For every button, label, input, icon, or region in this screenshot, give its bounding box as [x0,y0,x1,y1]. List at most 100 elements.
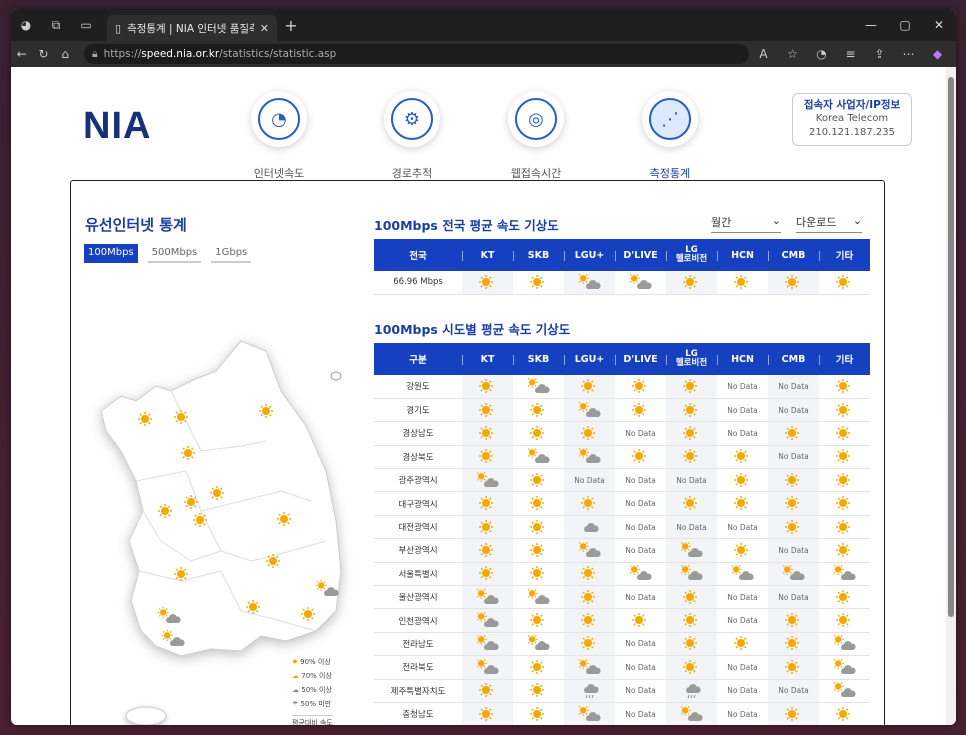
column-header: KT [462,239,513,271]
tab-1gbps[interactable]: 1Gbps [211,244,252,263]
no-data-cell: No Data [768,375,819,399]
korea-map[interactable] [91,331,361,725]
no-data-cell: No Data [717,515,768,540]
sunny-icon [564,491,615,516]
read-aloud-icon[interactable]: A [759,47,768,61]
workspaces-icon[interactable]: ⧉ [51,17,61,32]
cloudy-icon[interactable] [157,606,181,623]
table-row: 경기도 No Data No Data [374,398,870,423]
cloudy-icon [819,632,870,657]
no-data-cell: No Data [717,702,768,725]
sunny-icon[interactable] [246,600,260,614]
nav-statistics[interactable]: ⋰ 측정통계 [615,91,725,181]
user-info-title: 접속자 사업자/IP정보 [803,99,901,111]
cloudy-icon[interactable] [315,579,339,596]
nav-web-time[interactable]: ◎ 웹접속시간 [481,91,591,181]
cloudy-icon[interactable] [161,629,185,646]
address-field[interactable]: 🔒︎ https://speed.nia.or.kr/statistics/st… [84,44,750,64]
no-data-cell: No Data [717,608,768,633]
direction-select[interactable]: 다운로드 ⌄ [796,214,862,233]
left-title: 유선인터넷 통계 [85,216,187,234]
maximize-button[interactable]: ▢ [899,18,911,32]
minimize-button[interactable]: — [865,18,877,32]
cloudy-icon [564,515,615,540]
tab-500mbps[interactable]: 500Mbps [147,244,202,263]
row-label: 경기도 [374,398,462,423]
user-ip: 210.121.187.235 [809,127,895,138]
nav-traceroute[interactable]: ⚙ 경로추적 [357,91,467,181]
row-label: 전라북도 [374,655,462,680]
sunny-icon[interactable] [174,567,188,581]
table-row: 대구광역시 No Data [374,491,870,516]
sunny-icon [462,679,513,703]
table-row: 울산광역시 No Data No Data No Data [374,585,870,610]
sunny-icon [513,608,564,633]
close-tab-icon[interactable]: ✕ [259,21,269,35]
legend-item: ☁ 50% 이상 [292,686,332,694]
sunny-icon[interactable] [259,404,273,418]
nav-label: 인터넷속도 [253,167,305,180]
new-tab-button[interactable]: + [284,15,298,35]
sunny-icon [462,562,513,587]
favorites-bar-icon[interactable]: ≡ [845,47,856,61]
sunny-icon[interactable] [181,446,195,460]
back-icon[interactable]: ← [16,47,27,61]
sunny-icon [564,585,615,610]
sunny-icon[interactable] [301,607,315,621]
column-header: SKB [513,239,564,271]
nav-speed[interactable]: ◔ 인터넷속도 [224,91,334,181]
home-icon[interactable]: ⌂ [61,47,69,61]
legend-item: ✹ 90% 이상 [292,658,331,666]
title-bar: ◕ ⧉ ▭ ▯ 측정통계 | NIA 인터넷 품질측정 ✕ + — ▢ ✕ [11,9,956,41]
sunny-icon[interactable] [158,504,172,518]
sunny-icon [768,468,819,493]
sunny-icon[interactable] [138,412,152,426]
no-data-cell: No Data [768,538,819,563]
share-icon[interactable]: ⇪ [874,47,885,61]
profile-icon[interactable]: ◕ [20,18,32,32]
sunny-icon [462,538,513,563]
sunny-icon[interactable] [210,486,224,500]
url-host: speed.nia.or.kr [141,48,220,60]
tab-100mbps[interactable]: 100Mbps [84,244,138,263]
close-window-button[interactable]: ✕ [933,18,945,32]
column-header: 기타 [819,343,870,375]
cloudy-icon [819,562,870,587]
no-data-cell: No Data [666,515,717,540]
column-header: 구분 [374,343,462,375]
table-row: 경상남도 No Data No Data [374,421,870,446]
sunny-icon[interactable] [174,410,188,424]
column-header: D'LIVE [615,239,666,271]
cloudy-icon [768,562,819,587]
no-data-cell: No Data [717,421,768,446]
cloudy-icon [564,271,615,295]
sunny-icon [615,445,666,470]
copilot-icon[interactable]: ◆ [932,47,943,61]
favorite-icon[interactable]: ☆ [787,47,798,61]
scrollbar-thumb[interactable] [948,77,954,617]
extensions-icon[interactable]: ◔ [816,47,827,61]
browser-tab[interactable]: ▯ 측정통계 | NIA 인터넷 품질측정 ✕ [107,15,277,41]
period-select[interactable]: 월간 ⌄ [711,214,781,233]
sunny-icon [513,679,564,703]
tab-actions-icon[interactable]: ▭ [80,18,92,32]
no-data-cell: No Data [615,655,666,680]
cloudy-icon [564,445,615,470]
column-header: HCN [717,343,768,375]
table-row: 충청남도 No Data No Data [374,702,870,725]
nia-logo[interactable]: NIA [83,105,152,147]
no-data-cell: No Data [717,398,768,423]
cloudy-icon [462,608,513,633]
column-header: 전국 [374,239,462,271]
refresh-icon[interactable]: ↻ [38,47,49,61]
scrollbar[interactable] [946,67,956,725]
sunny-icon[interactable] [277,512,291,526]
sunny-icon[interactable] [266,554,280,568]
sunny-icon [768,608,819,633]
more-icon[interactable]: ⋯ [902,47,915,61]
map-legend: ✹ 90% 이상 ☁ 70% 이상 ☁ 50% 이상 ☂ 50% 미만 평균대비… [292,655,333,725]
sunny-icon [462,398,513,423]
sunny-icon[interactable] [184,495,198,509]
sunny-icon [819,421,870,446]
sunny-icon[interactable] [193,513,207,527]
